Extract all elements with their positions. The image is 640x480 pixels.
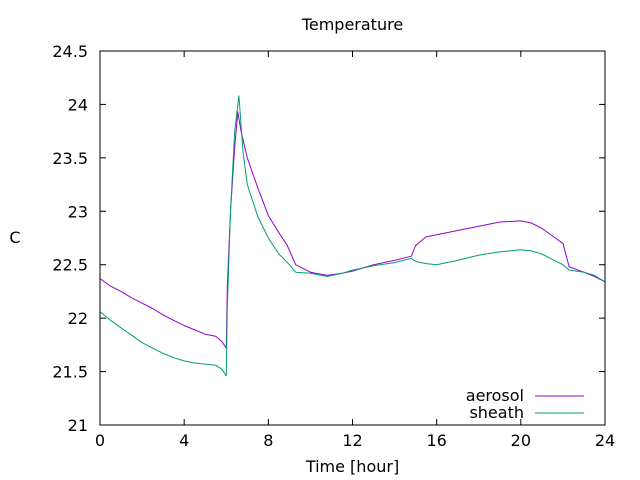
legend-label-sheath: sheath (469, 403, 524, 422)
y-tick-label: 23.5 (52, 149, 88, 168)
series-line-sheath (99, 95, 606, 377)
y-tick-label: 22 (68, 309, 88, 328)
x-tick-label: 4 (179, 431, 189, 450)
y-tick-label: 22.5 (52, 256, 88, 275)
y-axis-label: C (9, 228, 20, 247)
x-tick-label: 24 (595, 431, 615, 450)
x-tick-label: 0 (95, 431, 105, 450)
x-tick-label: 16 (426, 431, 446, 450)
y-tick-label: 21 (68, 416, 88, 435)
y-tick-label: 23 (68, 202, 88, 221)
y-tick-label: 24.5 (52, 42, 88, 61)
series-layer (99, 95, 606, 377)
x-tick-label: 12 (342, 431, 362, 450)
y-tick-label: 24 (68, 95, 88, 114)
series-line-aerosol (99, 111, 606, 349)
chart-title: Temperature (301, 15, 403, 34)
x-tick-label: 20 (511, 431, 531, 450)
axis-ticks: 0 4 8 12 16 20 24 21 21.5 22 22.5 23 23.5 24 24.5 (52, 42, 615, 450)
plot-frame (99, 50, 606, 426)
x-tick-label: 8 (263, 431, 273, 450)
y-tick-label: 21.5 (52, 363, 88, 382)
legend-label-aerosol: aerosol (466, 386, 524, 405)
x-axis-label: Time [hour] (305, 457, 399, 476)
